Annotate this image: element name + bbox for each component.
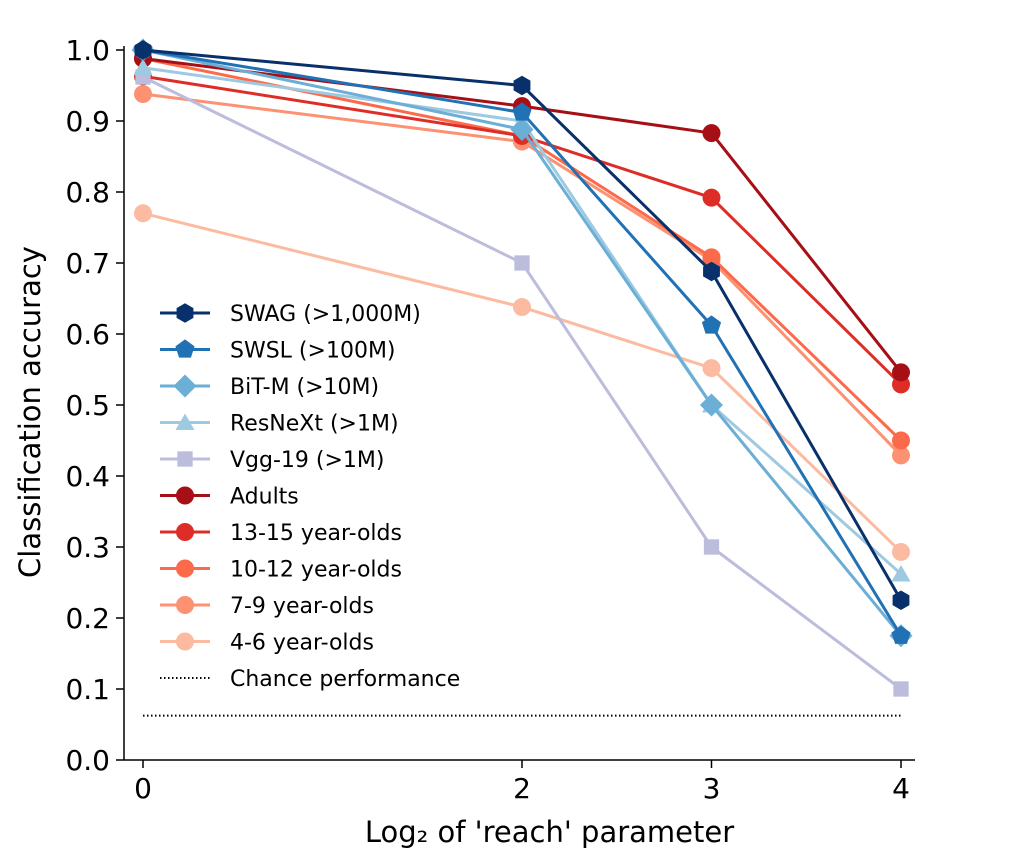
data-point <box>701 315 722 334</box>
y-tick-label: 0.5 <box>65 389 110 422</box>
legend-marker <box>175 413 195 430</box>
y-tick-label: 0.9 <box>65 105 110 138</box>
x-axis-label: Log₂ of 'reach' parameter <box>365 815 734 849</box>
series-line <box>142 75 902 691</box>
legend-label: 4-6 year-olds <box>230 631 374 656</box>
legend-label: SWSL (>100M) <box>230 339 396 364</box>
data-point <box>510 118 534 142</box>
series-line <box>142 66 902 576</box>
x-tick-label: 4 <box>892 772 910 805</box>
legend: SWAG (>1,000M) SWSL (>100M) BiT-M (>10M) Re… <box>160 302 460 692</box>
legend-label: Chance performance <box>230 667 460 692</box>
legend-marker <box>176 523 194 541</box>
x-tick-label: 2 <box>513 772 531 805</box>
axes: 0.0 0.1 0.2 0.3 0.4 0.5 0.6 0.7 0.8 0.9 1.0 0 2 3 4 Log… <box>13 34 915 849</box>
data-point <box>703 539 720 555</box>
data-point <box>702 188 721 207</box>
legend-entry: ResNeXt (>1M) <box>160 412 399 437</box>
data-point <box>702 124 721 143</box>
legend-label: Vgg-19 (>1M) <box>230 448 384 473</box>
legend-label: Adults <box>230 485 299 510</box>
data-point <box>699 393 724 417</box>
data-point <box>891 625 911 644</box>
series-line <box>142 74 903 386</box>
data-point <box>514 255 530 271</box>
legend-entry: SWAG (>1,000M) <box>160 302 421 327</box>
y-tick-label: 1.0 <box>65 34 110 67</box>
series-line <box>142 57 903 442</box>
data-point <box>134 40 152 60</box>
series-4-6-year-olds <box>134 204 910 561</box>
data-point <box>891 564 911 582</box>
data-point <box>702 359 721 378</box>
x-tick-label: 0 <box>134 772 152 805</box>
data-point <box>134 204 152 223</box>
legend-label: ResNeXt (>1M) <box>230 412 399 437</box>
y-tick-label: 0.6 <box>65 318 110 351</box>
legend-entry: 13-15 year-olds <box>160 521 402 546</box>
series-line <box>142 92 903 457</box>
series-vgg-19-1m <box>135 69 909 697</box>
data-point <box>513 298 531 317</box>
series-swag-1-000m <box>134 40 910 610</box>
data-point <box>133 58 153 76</box>
series-line <box>142 48 903 637</box>
legend-entry-chance: Chance performance <box>160 667 460 692</box>
series-adults <box>134 49 910 382</box>
legend-label: BiT-M (>10M) <box>230 375 379 400</box>
legend-entry: BiT-M (>10M) <box>160 374 379 400</box>
data-point <box>512 102 532 121</box>
legend-label: SWAG (>1,000M) <box>230 302 421 327</box>
legend-entry: 10-12 year-olds <box>160 558 402 583</box>
legend-marker <box>175 339 195 358</box>
series-line <box>142 48 903 601</box>
legend-entry: Adults <box>160 485 299 510</box>
legend-entry: SWSL (>100M) <box>160 339 396 364</box>
legend-marker <box>176 559 194 578</box>
data-point <box>703 261 720 282</box>
legend-label: 10-12 year-olds <box>230 558 402 583</box>
series-line <box>142 211 903 554</box>
data-point <box>892 446 910 465</box>
legend-entry: 7-9 year-olds <box>160 594 374 619</box>
legend-label: 7-9 year-olds <box>230 594 374 619</box>
y-tick-label: 0.4 <box>65 460 110 493</box>
legend-entry: 4-6 year-olds <box>160 631 374 656</box>
data-point <box>892 542 910 561</box>
legend-marker <box>176 303 194 323</box>
data-point <box>892 590 910 610</box>
y-tick-label: 0.3 <box>65 531 110 564</box>
y-tick-label: 0.0 <box>65 744 110 777</box>
data-point <box>513 75 531 96</box>
series-line <box>142 48 903 637</box>
data-point <box>134 85 152 104</box>
y-axis-label: Classification accuracy <box>13 246 47 578</box>
data-point <box>892 363 910 382</box>
legend-marker <box>176 632 194 651</box>
data-point <box>892 431 910 450</box>
data-point <box>893 681 909 697</box>
legend-entry: Vgg-19 (>1M) <box>160 448 384 473</box>
legend-marker <box>177 451 193 467</box>
legend-marker <box>176 596 194 614</box>
y-tick-label: 0.7 <box>65 247 110 280</box>
legend-marker <box>173 374 197 398</box>
legend-marker <box>176 486 194 505</box>
legend-label: 13-15 year-olds <box>230 521 402 546</box>
series-group <box>131 38 913 697</box>
y-tick-label: 0.1 <box>65 673 110 706</box>
data-point <box>702 248 721 267</box>
x-tick-label: 3 <box>703 772 721 805</box>
y-tick-label: 0.8 <box>65 176 110 209</box>
y-tick-label: 0.2 <box>65 602 110 635</box>
